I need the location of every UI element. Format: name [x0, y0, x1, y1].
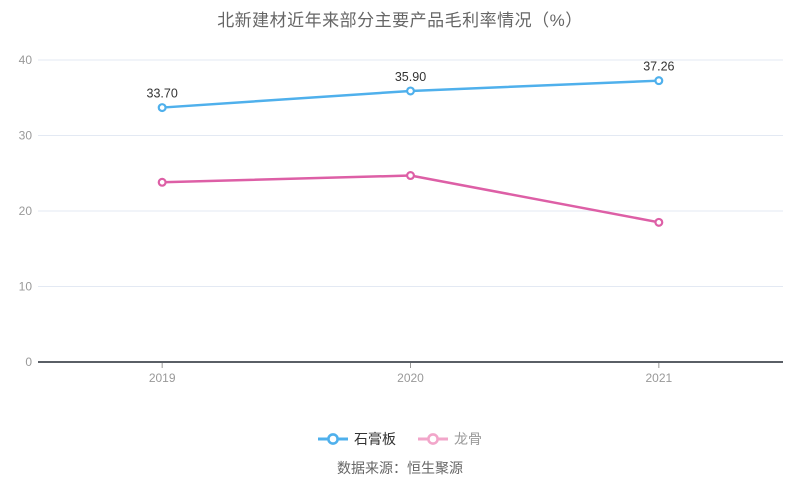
chart-legend: 石膏板 龙骨: [0, 429, 800, 449]
y-axis-tick-label: 30: [19, 129, 33, 143]
y-axis-tick-label: 0: [25, 355, 32, 369]
line-marker-icon: [318, 433, 348, 445]
data-point-marker: [157, 177, 167, 187]
data-point-marker: [157, 103, 167, 113]
data-point-marker: [654, 217, 664, 227]
data-point-label: 35.90: [395, 70, 426, 84]
x-axis-tick-label: 2021: [645, 371, 672, 385]
x-axis-tick-label: 2019: [149, 371, 176, 385]
legend-label-keel: 龙骨: [454, 431, 482, 447]
series-line-龙骨: [160, 174, 661, 224]
data-source-note: 数据来源：恒生聚源: [337, 460, 463, 476]
y-axis-tick-label: 40: [19, 53, 33, 67]
legend-item-keel[interactable]: 龙骨: [418, 429, 482, 449]
data-point-marker: [406, 86, 416, 96]
chart-title: 北新建材近年来部分主要产品毛利率情况（%）: [217, 11, 583, 30]
data-point-marker: [654, 76, 664, 86]
x-axis-tick-label: 2020: [397, 371, 424, 385]
data-point-label: 37.26: [643, 60, 674, 74]
y-axis-tick-label: 10: [19, 280, 33, 294]
y-axis-tick-label: 20: [19, 204, 33, 218]
legend-item-gypsum-board[interactable]: 石膏板: [318, 429, 396, 449]
data-point-label: 33.70: [147, 87, 178, 101]
legend-label-gypsum-board: 石膏板: [354, 431, 396, 447]
line-marker-icon: [418, 433, 448, 445]
data-point-marker: [406, 171, 416, 181]
